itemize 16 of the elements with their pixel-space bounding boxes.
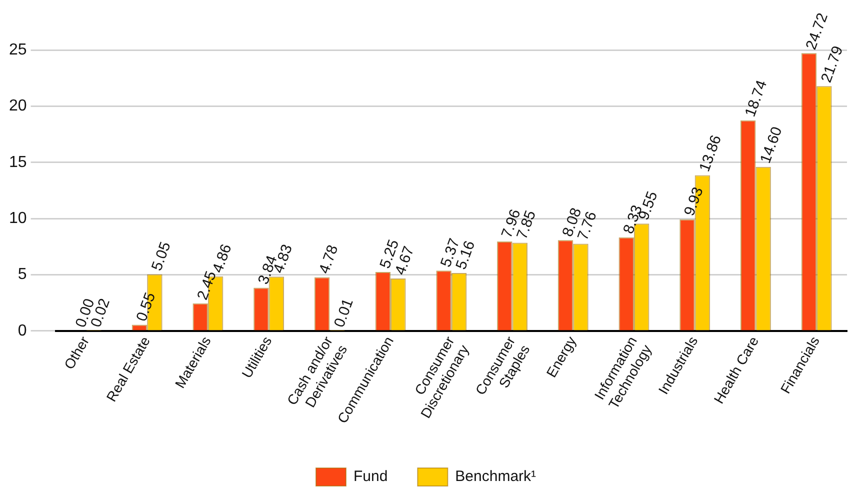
y-tick-label: 25: [9, 41, 27, 58]
data-label: 5.05: [148, 240, 174, 273]
y-tick-label: 15: [9, 154, 27, 171]
y-tick-label: 0: [18, 322, 27, 340]
data-label: 13.86: [696, 132, 725, 174]
legend-label: Fund: [353, 468, 388, 486]
y-tick-label: 10: [9, 210, 27, 227]
data-label: 0.55: [133, 290, 160, 324]
y-tick-label: 20: [9, 98, 27, 115]
data-label: 18.74: [742, 78, 771, 120]
data-label: 4.78: [316, 242, 342, 276]
legend-label: Benchmark¹: [455, 468, 536, 486]
data-label: 14.60: [756, 124, 786, 166]
data-label: 0.01: [330, 296, 357, 330]
data-label: 9.93: [680, 184, 707, 218]
y-tick-label: 5: [18, 266, 27, 284]
